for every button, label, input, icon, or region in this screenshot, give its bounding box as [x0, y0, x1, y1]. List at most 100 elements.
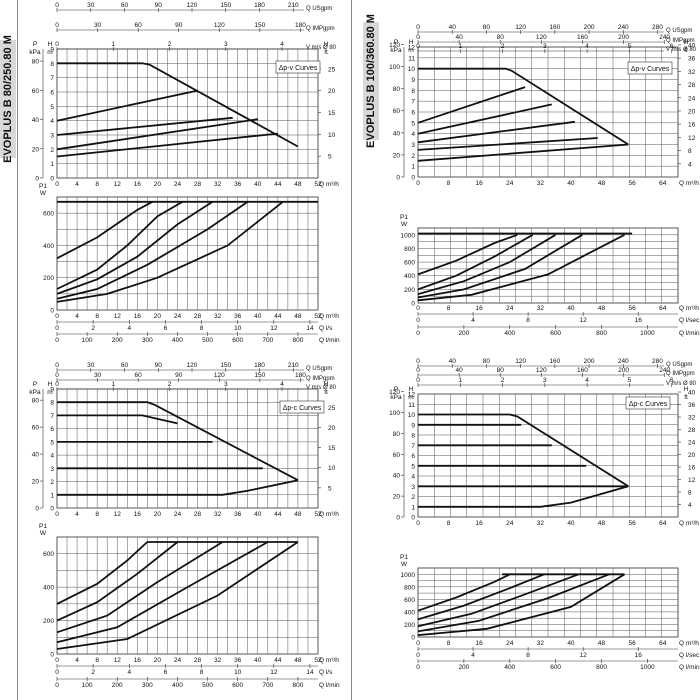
legend-box — [279, 400, 325, 414]
top-axis-tick-label: 40 — [449, 24, 457, 31]
x-tick-label: 8 — [95, 181, 99, 188]
y-tick-label-ft: 12 — [688, 477, 696, 484]
x-tick-label: 40 — [567, 520, 575, 527]
y-tick-label: 200 — [404, 287, 415, 294]
x-tick-label: 28 — [194, 511, 202, 518]
y-tick-label-m: 10 — [408, 412, 416, 419]
top-axis-tick-label: 40 — [455, 34, 463, 41]
y-axis-label-ft: H — [324, 381, 329, 388]
y-tick-label-ft: 24 — [688, 440, 696, 447]
x-tick-label: 64 — [659, 180, 667, 187]
series-line — [418, 485, 629, 508]
y-tick-label-m: 4 — [50, 453, 54, 460]
x-tick-label: 16 — [134, 657, 142, 664]
x-tick-label: 36 — [234, 657, 242, 664]
legend-label: Δp-v Curves — [279, 65, 318, 72]
y-tick-label-m: 3 — [50, 133, 54, 140]
top-axis-tick-label: 3 — [543, 43, 547, 50]
y-tick-label-m: 7 — [411, 443, 415, 450]
ls-tick-label: 8 — [526, 317, 530, 324]
x-tick-label: 16 — [476, 520, 484, 527]
y-tick-label-ft: 24 — [688, 95, 696, 102]
x-axis-label: Q m³/h — [319, 511, 339, 518]
y-tick-label: 600 — [404, 597, 415, 604]
top-axis-label: Q IMPgpm — [306, 376, 335, 382]
x-tick-label: 40 — [567, 180, 575, 187]
y-tick-label-ft: 16 — [688, 465, 696, 472]
y-tick-label-ft: 12 — [688, 135, 696, 142]
y-tick-label-kpa: 120 — [389, 389, 400, 396]
ls-tick-label: 16 — [635, 317, 643, 324]
ls-tick-label: 12 — [270, 325, 278, 332]
top-axis-tick-label: 0 — [55, 22, 59, 29]
top-axis-tick-label: 5 — [628, 377, 632, 384]
top-axis-tick-label: 80 — [497, 367, 505, 374]
x-tick-label: 16 — [134, 313, 142, 320]
ls-axis-label: Q l/sec — [679, 317, 700, 324]
x-tick-label: 8 — [447, 305, 451, 312]
lmin-tick-label: 0 — [416, 664, 420, 671]
y-tick-label: 800 — [404, 584, 415, 591]
top-axis-tick-label: 150 — [220, 362, 231, 369]
y-tick-label-kpa: 20 — [32, 146, 40, 153]
y-axis-unit: W — [401, 561, 408, 568]
y-tick-label-ft: 32 — [688, 415, 696, 422]
series-line — [56, 132, 278, 158]
ls-tick-label: 6 — [164, 325, 168, 332]
y-axis-unit-ft: ft — [324, 49, 328, 56]
y-axis-unit-kpa: kPa — [390, 47, 402, 54]
top-axis-tick-label: 90 — [155, 362, 163, 369]
top-axis-tick-label: 30 — [87, 362, 95, 369]
y-axis-unit-kpa: kPa — [29, 49, 41, 56]
top-axis-tick-label: 150 — [254, 372, 265, 379]
y-tick-label-m: 1 — [411, 504, 415, 511]
x-tick-label: 32 — [214, 181, 222, 188]
lmin-tick-label: 0 — [55, 337, 59, 344]
y-tick-label-m: 1 — [50, 161, 54, 168]
x-tick-label: 24 — [506, 520, 514, 527]
y-axis-label-kpa: P — [394, 39, 398, 46]
top-axis-tick-label: 4 — [585, 377, 589, 384]
top-axis-tick-label: 120 — [214, 372, 225, 379]
x-tick-label: 0 — [55, 657, 59, 664]
top-axis-tick-label: 90 — [175, 372, 183, 379]
y-tick-label-m: 12 — [408, 392, 416, 399]
x-tick-label: 20 — [154, 313, 162, 320]
y-tick-label-m: 7 — [411, 99, 415, 106]
x-tick-label: 24 — [174, 181, 182, 188]
y-axis-label: P1 — [39, 183, 47, 190]
top-axis-tick-label: 120 — [536, 367, 547, 374]
ls-tick-label: 6 — [164, 669, 168, 676]
ls-tick-label: 8 — [526, 652, 530, 659]
y-tick-label-kpa: 60 — [32, 425, 40, 432]
x-tick-label: 8 — [447, 180, 451, 187]
y-axis-unit: W — [401, 221, 408, 228]
lmin-axis-label: Q l/min — [679, 664, 700, 671]
y-tick-label-m: 5 — [50, 104, 54, 111]
lmin-tick-label: 600 — [550, 330, 561, 337]
x-tick-label: 64 — [659, 520, 667, 527]
x-tick-label: 24 — [506, 305, 514, 312]
max-curve-line — [57, 62, 299, 148]
x-tick-label: 40 — [567, 305, 575, 312]
top-axis-tick-label: 40 — [449, 358, 457, 365]
x-tick-label: 20 — [154, 657, 162, 664]
y-tick-label: 1000 — [401, 572, 416, 579]
y-tick-label: 600 — [43, 211, 54, 218]
top-axis-tick-label: 2 — [501, 43, 505, 50]
y-tick-label-kpa: 40 — [393, 130, 401, 137]
x-axis-label: Q m³/h — [679, 180, 699, 187]
top-axis-tick-label: 3 — [543, 377, 547, 384]
series-line — [56, 541, 269, 644]
x-tick-label: 52 — [314, 511, 322, 518]
max-curve-line — [418, 67, 629, 146]
x-axis-label: Q m³/h — [319, 657, 339, 664]
y-tick-label-kpa: 40 — [32, 117, 40, 124]
x-tick-label: 12 — [114, 313, 122, 320]
ls-axis-label: Q l/s — [319, 325, 333, 332]
x-tick-label: 48 — [598, 520, 606, 527]
top-axis-tick-label: 3 — [224, 381, 228, 388]
x-tick-label: 16 — [476, 640, 484, 647]
y-tick-label-m: 5 — [411, 463, 415, 470]
